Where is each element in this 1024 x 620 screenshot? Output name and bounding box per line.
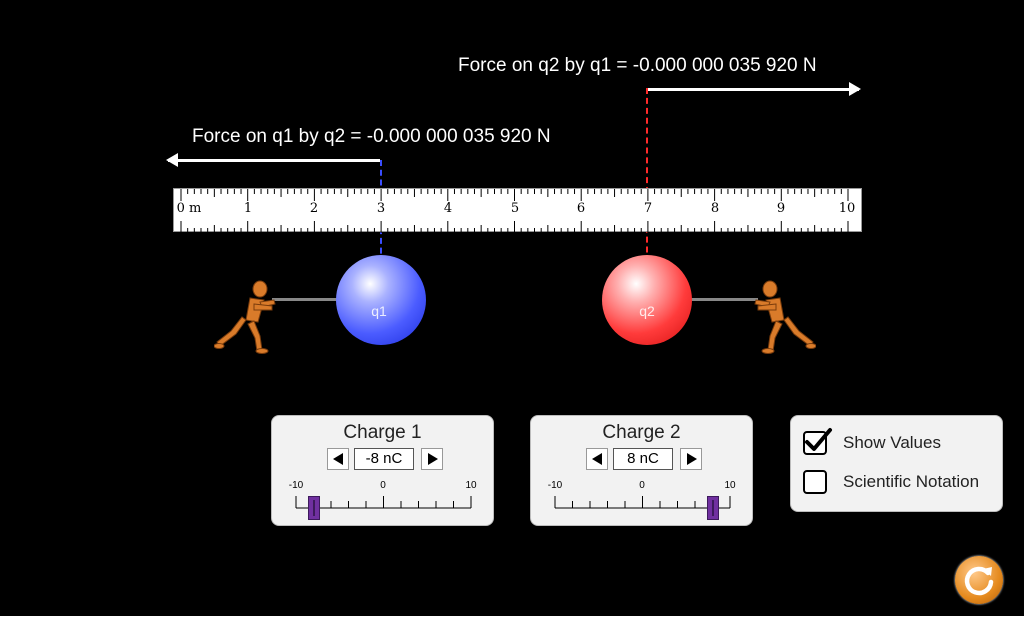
charge-q1-sphere[interactable]: [336, 255, 426, 345]
reset-icon: [964, 566, 994, 596]
charge2-title: Charge 2: [602, 422, 681, 443]
charge1-slider-track[interactable]: [272, 490, 495, 516]
show-values-option[interactable]: Show Values: [803, 428, 941, 455]
ruler-tick-label: 2: [309, 201, 319, 216]
q1-rope: [272, 298, 342, 301]
charge1-slider-max-label: 10: [465, 480, 477, 491]
pulling-figure-icon: [214, 280, 276, 354]
charge2-slider-min-label: -10: [547, 480, 563, 491]
ruler-tick-label: 6: [576, 201, 586, 216]
charge1-slider-thumb[interactable]: [307, 496, 320, 520]
scientific-notation-checkbox[interactable]: [803, 470, 827, 494]
force-arrow-q2: [647, 82, 861, 96]
charge2-panel: Charge 2 8 nC -10 0 10: [530, 415, 753, 526]
ruler-tick-label: 7: [643, 201, 653, 216]
ruler-tick-label: 9: [776, 201, 786, 216]
charge2-slider-mid-label: 0: [639, 480, 645, 491]
scientific-notation-option[interactable]: Scientific Notation: [803, 470, 979, 494]
charge1-value: -8 nC: [354, 448, 414, 470]
charge2-decrement-button[interactable]: [586, 448, 608, 470]
checkmark-icon: [805, 428, 832, 451]
ruler-tick-label: 4: [443, 201, 453, 216]
options-panel: Show Values Scientific Notation: [790, 415, 1003, 512]
charge1-slider-mid-label: 0: [380, 480, 386, 491]
ruler-unit-label: 0 m: [176, 201, 202, 216]
show-values-checkbox[interactable]: [803, 428, 832, 455]
show-values-label: Show Values: [843, 433, 941, 452]
charge2-value: 8 nC: [613, 448, 673, 470]
charge2-increment-button[interactable]: [680, 448, 702, 470]
q2-label: q2: [639, 303, 655, 319]
q1-position-line: [380, 160, 382, 312]
charge1-title: Charge 1: [343, 422, 422, 443]
charge1-decrement-button[interactable]: [327, 448, 349, 470]
scientific-notation-label: Scientific Notation: [843, 472, 980, 491]
distance-ruler[interactable]: 0 m 1 2 3 4 5 6 7 8 9 10: [173, 188, 862, 233]
charge2-slider-track[interactable]: [531, 490, 754, 516]
ruler-tick-label: 1: [243, 201, 253, 216]
charge2-slider-max-label: 10: [724, 480, 736, 491]
charge2-slider-thumb[interactable]: [706, 496, 719, 520]
reset-button[interactable]: [955, 556, 1003, 604]
ruler-tick-label: 3: [376, 201, 386, 216]
charge1-increment-button[interactable]: [421, 448, 443, 470]
ruler-tick-label: 8: [710, 201, 720, 216]
ruler-ticks: [180, 189, 849, 233]
q1-label: q1: [371, 303, 387, 319]
force-on-q1-label: Force on q1 by q2 = -0.000 000 035 920 N: [192, 126, 551, 147]
ruler-tick-label: 10: [838, 201, 856, 216]
ruler-tick-label: 5: [510, 201, 520, 216]
pulling-figure-icon: [754, 280, 816, 354]
force-arrow-q1: [166, 153, 380, 167]
q2-rope: [688, 298, 758, 301]
charge1-panel: Charge 1 -8 nC -10 0 10: [271, 415, 494, 526]
charge-q2-sphere[interactable]: [602, 255, 692, 345]
force-on-q2-label: Force on q2 by q1 = -0.000 000 035 920 N: [458, 55, 817, 76]
charge1-slider-min-label: -10: [288, 480, 304, 491]
